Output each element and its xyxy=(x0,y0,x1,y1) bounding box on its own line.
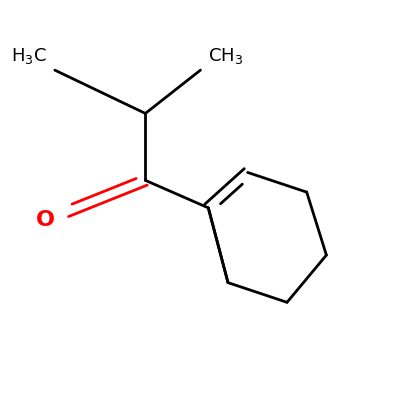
Text: H$_3$C: H$_3$C xyxy=(11,46,47,66)
Text: O: O xyxy=(36,210,55,230)
Text: CH$_3$: CH$_3$ xyxy=(208,46,244,66)
